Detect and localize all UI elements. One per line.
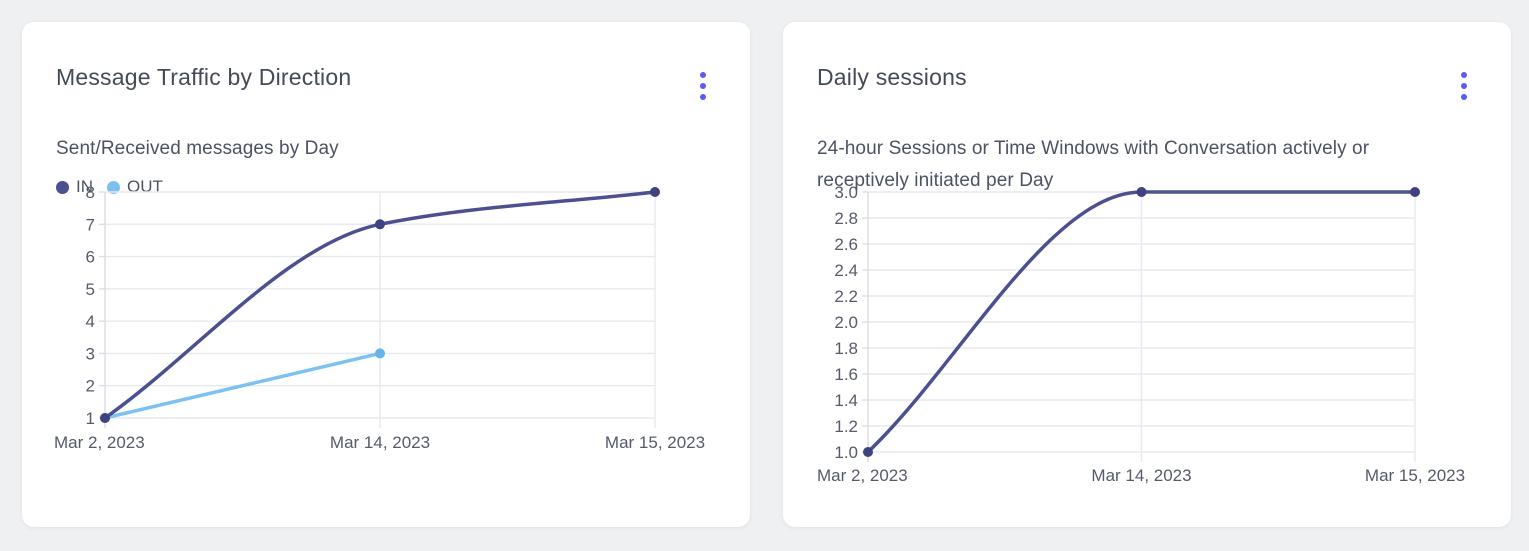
svg-text:1.6: 1.6 xyxy=(834,365,858,384)
card-subtitle-daily-sessions: 24-hour Sessions or Time Windows with Co… xyxy=(817,138,1370,191)
card-header: Daily sessions xyxy=(817,22,1477,108)
svg-text:Mar 15, 2023: Mar 15, 2023 xyxy=(605,433,705,452)
svg-text:1: 1 xyxy=(86,409,95,428)
kebab-dot xyxy=(1461,94,1467,100)
svg-text:2.6: 2.6 xyxy=(834,235,858,254)
kebab-dot xyxy=(700,83,706,89)
kebab-menu-icon[interactable] xyxy=(1451,64,1477,108)
svg-text:Mar 2, 2023: Mar 2, 2023 xyxy=(54,433,145,452)
svg-text:2.4: 2.4 xyxy=(834,261,858,280)
svg-text:2.2: 2.2 xyxy=(834,287,858,306)
legend-item-in[interactable]: IN xyxy=(56,177,93,197)
legend-item-out[interactable]: OUT xyxy=(107,177,163,197)
kebab-dot xyxy=(1461,72,1467,78)
svg-text:2.8: 2.8 xyxy=(834,209,858,228)
svg-text:2.0: 2.0 xyxy=(834,313,858,332)
svg-text:2: 2 xyxy=(86,377,95,396)
legend-dot-out xyxy=(107,180,120,194)
svg-text:5: 5 xyxy=(86,280,95,299)
svg-text:1.8: 1.8 xyxy=(834,339,858,358)
line-chart-message-traffic: 1 2 3 4 5 6 7 8 Mar 2, 2023 Mar 14, 2023 Mar 15, 2… xyxy=(54,183,705,452)
legend-label-in: IN xyxy=(76,177,93,196)
svg-text:7: 7 xyxy=(86,215,95,234)
kebab-dot xyxy=(700,72,706,78)
svg-text:1.4: 1.4 xyxy=(834,391,858,410)
svg-text:1.2: 1.2 xyxy=(834,417,858,436)
card-title-daily-sessions: Daily sessions xyxy=(817,64,967,90)
svg-text:8: 8 xyxy=(86,183,95,202)
svg-text:4: 4 xyxy=(86,312,95,331)
kebab-dot xyxy=(1461,83,1467,89)
svg-text:Mar 15, 2023: Mar 15, 2023 xyxy=(1365,466,1465,485)
svg-text:3.0: 3.0 xyxy=(834,183,858,202)
chart-legend: IN OUT xyxy=(56,177,716,197)
card-subtitle-message-traffic: Sent/Received messages by Day xyxy=(56,138,339,159)
legend-label-out: OUT xyxy=(127,177,163,196)
svg-text:Mar 14, 2023: Mar 14, 2023 xyxy=(1091,466,1191,485)
card-title-message-traffic: Message Traffic by Direction xyxy=(56,64,352,90)
svg-text:1.0: 1.0 xyxy=(834,443,858,462)
kebab-menu-icon[interactable] xyxy=(690,64,716,108)
kebab-dot xyxy=(700,94,706,100)
card-message-traffic: Message Traffic by Direction Sent/Receiv… xyxy=(22,22,750,527)
svg-text:6: 6 xyxy=(86,248,95,267)
card-daily-sessions: Daily sessions 24-hour Sessions or Time … xyxy=(783,22,1511,527)
svg-text:3: 3 xyxy=(86,344,95,363)
svg-text:Mar 2, 2023: Mar 2, 2023 xyxy=(817,466,908,485)
legend-dot-in xyxy=(56,180,69,194)
svg-text:Mar 14, 2023: Mar 14, 2023 xyxy=(330,433,430,452)
line-chart-daily-sessions: 1.0 1.2 1.4 1.6 1.8 2.0 2.2 2.4 2.6 2.8 3.0 Mar 2, … xyxy=(817,183,1465,485)
card-header: Message Traffic by Direction xyxy=(56,22,716,108)
